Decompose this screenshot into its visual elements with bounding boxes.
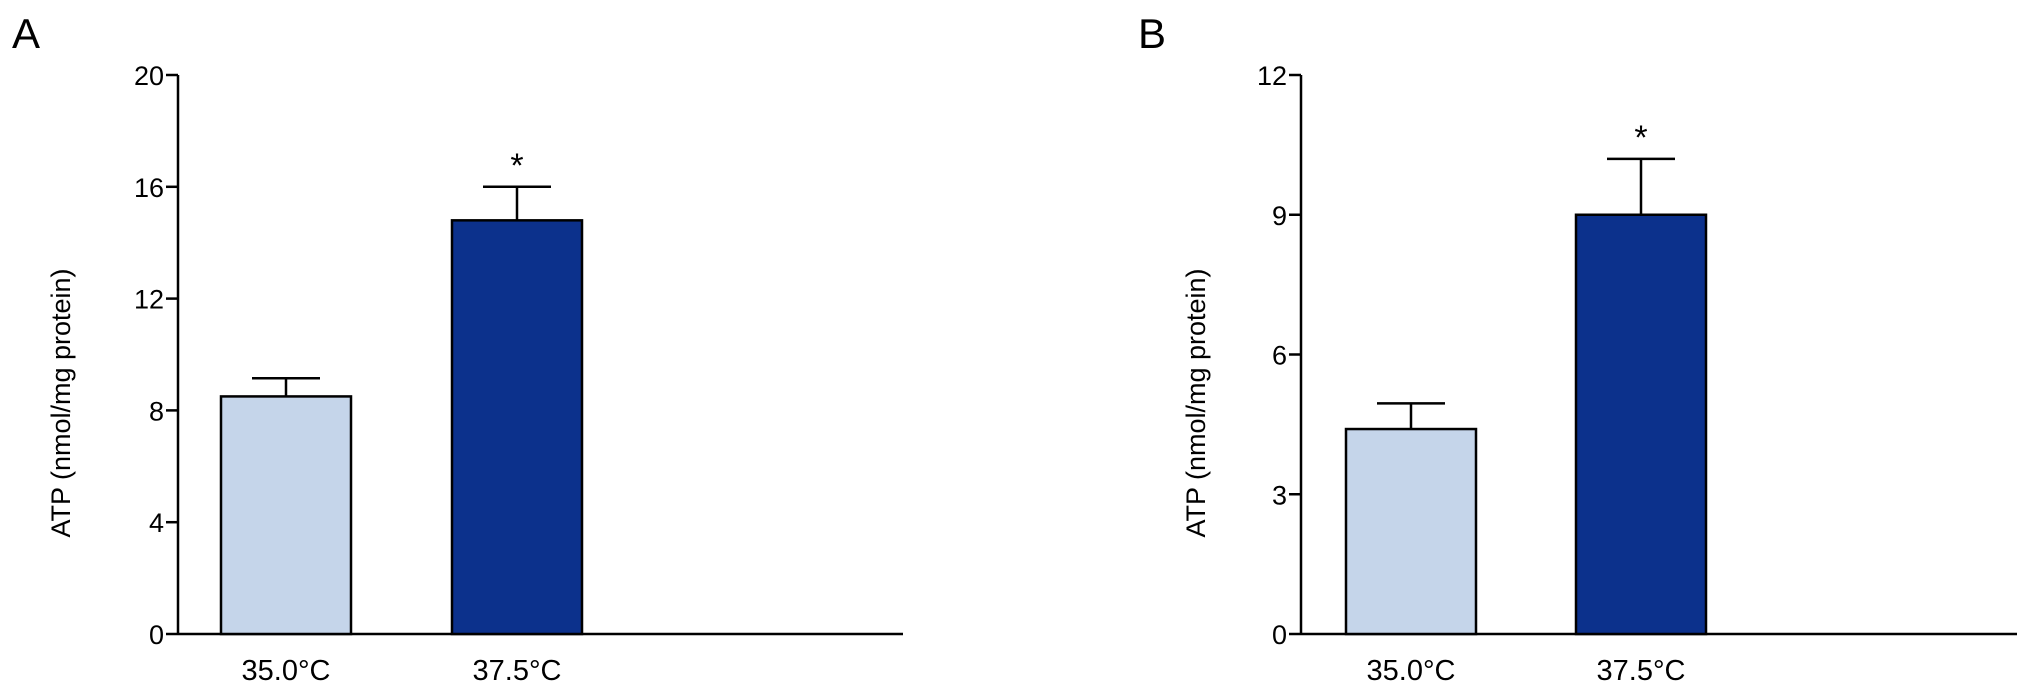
panel-a-bar-1: [219, 395, 353, 636]
panel-a-plot: 0 4 8 12 16 20 35.0°C * 37.5°C: [134, 61, 584, 687]
panel-a-bar-2: [450, 219, 584, 636]
panel-a-y-tick-label: 4: [149, 508, 164, 538]
panel-a-significance-mark-2: *: [510, 147, 523, 185]
panel-b-category-label-1: 35.0°C: [1367, 655, 1456, 687]
panel-b-y-tick-label: 9: [1272, 201, 1287, 231]
panel-a-y-tick-label: 0: [149, 620, 164, 650]
panel-b: B ATP (nmol/mg protein) 0 3 6 9 12 35.0°C * 37.…: [1138, 10, 2017, 687]
panel-a-category-label-2: 37.5°C: [473, 655, 562, 687]
panel-a-y-tick-label: 16: [134, 173, 164, 203]
panel-b-significance-mark-2: *: [1634, 119, 1647, 157]
panel-a-y-axis-title: ATP (nmol/mg protein): [46, 268, 76, 537]
panel-a: A ATP (nmol/mg protein) 0 4 8 12 16 20 35.0°C *…: [12, 10, 903, 687]
panel-b-bar-1: [1344, 427, 1478, 636]
panel-a-y-tick-label: 12: [134, 285, 164, 315]
panel-b-bar-2: [1574, 213, 1708, 636]
panel-b-y-tick-label: 6: [1272, 341, 1287, 371]
panel-a-y-tick-label: 8: [149, 396, 164, 426]
panel-b-label: B: [1138, 10, 1166, 57]
panel-b-y-axis-title: ATP (nmol/mg protein): [1181, 268, 1211, 537]
panel-a-label: A: [12, 10, 40, 57]
panel-a-y-tick-label: 20: [134, 61, 164, 91]
panel-a-category-label-1: 35.0°C: [242, 655, 331, 687]
panel-b-y-tick-label: 0: [1272, 620, 1287, 650]
panel-b-plot: 0 3 6 9 12 35.0°C * 37.5°C: [1257, 61, 1708, 687]
panel-b-y-tick-label: 12: [1257, 61, 1287, 91]
panel-b-category-label-2: 37.5°C: [1597, 655, 1686, 687]
panel-b-y-tick-label: 3: [1272, 480, 1287, 510]
